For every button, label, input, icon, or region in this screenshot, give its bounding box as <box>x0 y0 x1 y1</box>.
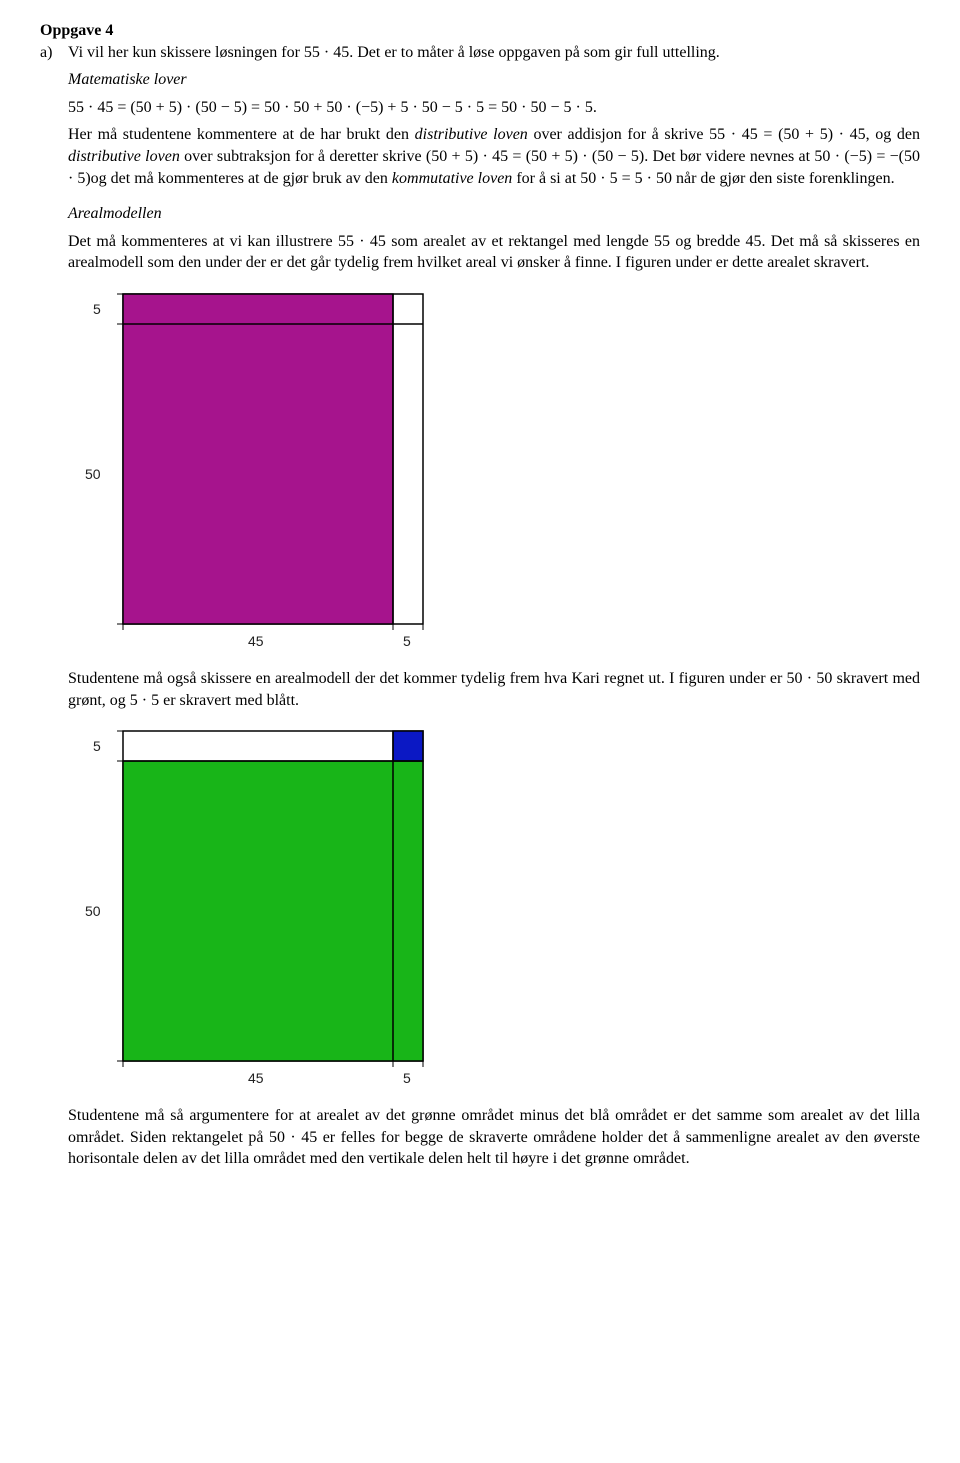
list-marker-a: a) <box>40 42 68 97</box>
p2-part-g: for å si at 50 · 5 = 5 · 50 når de gjør … <box>512 170 894 187</box>
svg-text:5: 5 <box>93 738 101 754</box>
p2-italic-kommutative: kommutative loven <box>392 170 512 187</box>
p2-italic-distributive-1: distributive loven <box>415 126 528 143</box>
task-heading: Oppgave 4 <box>40 20 920 42</box>
areal-paragraph-2: Studentene må også skissere en arealmode… <box>68 668 920 711</box>
p2-part-c: over addisjon for å skrive 55 · 45 = (50… <box>528 126 920 143</box>
p2-italic-distributive-2: distributive loven <box>68 148 180 165</box>
svg-text:50: 50 <box>85 466 101 482</box>
distributive-paragraph: Her må studentene kommentere at de har b… <box>68 124 920 189</box>
intro-paragraph: Vi vil her kun skissere løsningen for 55… <box>68 42 920 64</box>
area-diagram-2: 5 50 45 5 <box>68 721 920 1091</box>
svg-text:5: 5 <box>93 301 101 317</box>
areal-paragraph-3: Studentene må så argumentere for at area… <box>68 1105 920 1170</box>
equation-1: 55 · 45 = (50 + 5) · (50 − 5) = 50 · 50 … <box>68 97 920 119</box>
section-title-matematiske: Matematiske lover <box>68 69 920 91</box>
area-diagram-1: 5 50 45 5 <box>68 284 920 654</box>
areal-paragraph-1: Det må kommenteres at vi kan illustrere … <box>68 231 920 274</box>
svg-text:5: 5 <box>403 1070 411 1086</box>
svg-text:45: 45 <box>248 633 264 649</box>
svg-text:45: 45 <box>248 1070 264 1086</box>
p2-part-a: Her må studentene kommentere at de har b… <box>68 126 415 143</box>
section-title-areal: Arealmodellen <box>68 203 920 225</box>
svg-text:50: 50 <box>85 903 101 919</box>
svg-text:5: 5 <box>403 633 411 649</box>
list-item-a: a) Vi vil her kun skissere løsningen for… <box>40 42 920 97</box>
